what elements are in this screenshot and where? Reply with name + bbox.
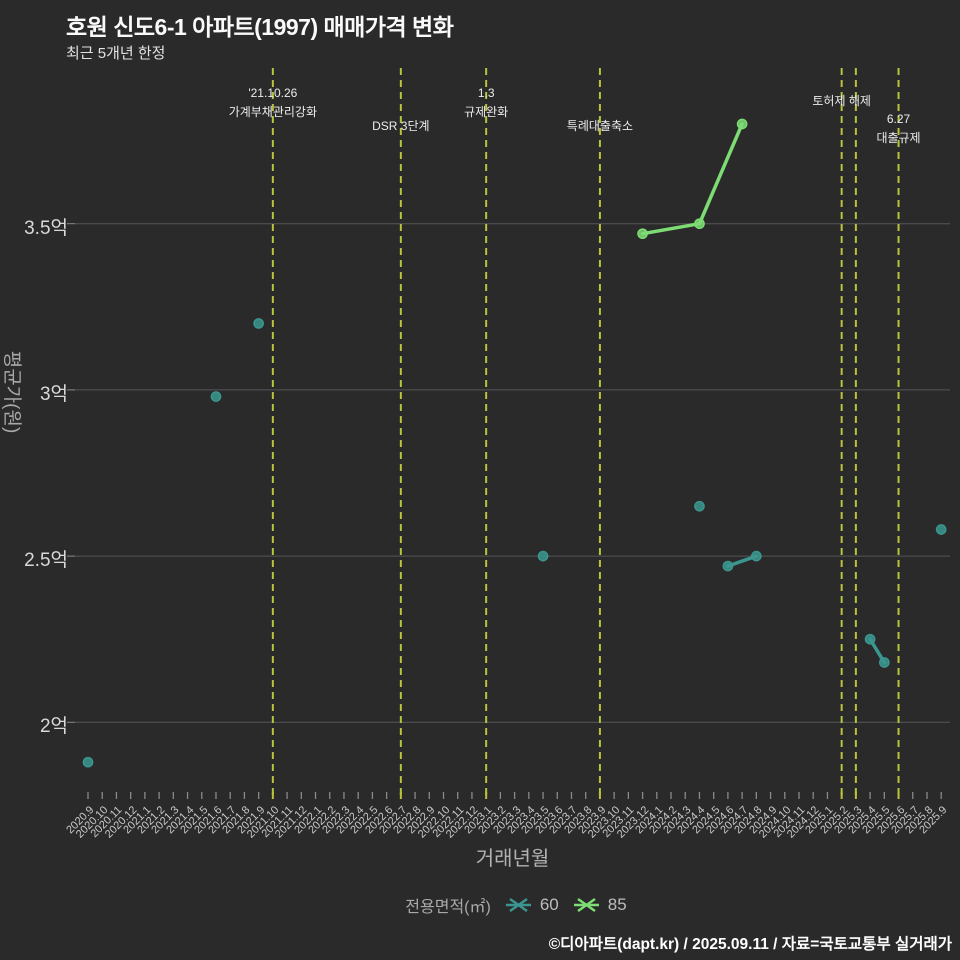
- legend-label-85: 85: [607, 895, 627, 914]
- y-tick-label: 2.5억: [24, 550, 68, 572]
- x-axis-title: 거래년월: [475, 848, 550, 870]
- data-point-60: [253, 318, 264, 329]
- data-point-60: [864, 633, 876, 645]
- data-point-85: [637, 228, 648, 240]
- legend-marker-85-icon: [573, 897, 599, 913]
- series-line-85: [640, 122, 744, 236]
- y-tick-label: 2억: [39, 716, 68, 738]
- event-label: 토허제 해제: [812, 94, 871, 108]
- y-tick-label: 3억: [39, 383, 68, 405]
- event-label: 1.3: [477, 86, 495, 100]
- data-point-60: [537, 550, 549, 562]
- legend-item-85[interactable]: 85: [573, 895, 627, 915]
- legend-label-60: 60: [539, 895, 559, 914]
- data-point-60: [82, 756, 94, 768]
- event-label: 가계부채관리강화: [228, 105, 318, 119]
- legend-title: 전용면적(㎡): [405, 899, 491, 916]
- legend-marker-60-icon: [505, 897, 531, 913]
- event-label: 6.27: [886, 112, 911, 126]
- data-point-60: [722, 560, 734, 572]
- source-credit: ©디아파트(dapt.kr) / 2025.09.11 / 자료=국토교통부 실…: [548, 936, 952, 953]
- legend-item-60[interactable]: 60: [505, 895, 559, 915]
- event-label: 규제완화: [464, 105, 509, 119]
- data-point-60: [750, 550, 762, 562]
- data-point-85: [736, 118, 748, 130]
- data-point-60: [210, 391, 222, 402]
- event-label: '21.10.26: [248, 86, 298, 100]
- data-point-60: [935, 524, 947, 535]
- event-label: DSR 3단계: [372, 119, 430, 133]
- data-point-60: [694, 500, 705, 512]
- data-point-85: [694, 218, 705, 230]
- y-tick-label: 3.5억: [24, 217, 68, 239]
- event-label: 특례대출축소: [566, 119, 634, 133]
- plot-area: [67, 68, 950, 799]
- event-label: 대출규제: [876, 131, 921, 145]
- chart-subtitle: 최근 5개년 한정: [66, 45, 166, 62]
- legend: 전용면적(㎡) 60 85: [0, 893, 960, 917]
- data-point-60: [878, 657, 890, 668]
- chart-title: 호원 신도6-1 아파트(1997) 매매가격 변화: [66, 14, 454, 40]
